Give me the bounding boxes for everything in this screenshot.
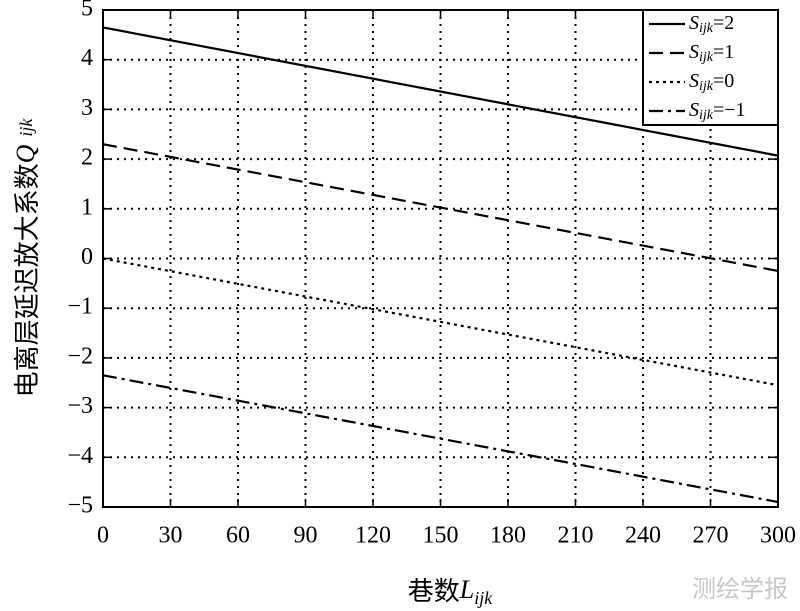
legend-suffix: =0	[713, 70, 734, 92]
x-tick-label: 210	[558, 523, 594, 549]
plot-frame	[102, 9, 779, 508]
y-tick-label: 2	[81, 145, 93, 171]
x-tick-label: 30	[159, 523, 183, 549]
legend-entry: Sijk=0	[689, 70, 734, 95]
legend-symbol: S	[689, 70, 699, 92]
legend-subscript: ijk	[699, 79, 714, 94]
legend-entry: Sijk=1	[689, 41, 734, 66]
legend-entry: Sijk=−1	[689, 99, 746, 124]
y-tick-label: 4	[81, 45, 93, 71]
legend-subscript: ijk	[699, 21, 714, 36]
x-tick-label: 180	[490, 523, 526, 549]
x-tick-label: 0	[97, 523, 109, 549]
x-tick-label: 240	[625, 523, 661, 549]
x-axis-label-text: 巷数	[408, 577, 460, 607]
y-tick-label: 1	[81, 194, 93, 220]
legend-symbol: S	[689, 41, 699, 63]
series-line	[102, 143, 779, 273]
x-axis-label-var: L	[459, 575, 474, 604]
x-tick-label: 150	[423, 523, 459, 549]
y-tick-label: 3	[81, 95, 93, 121]
legend-subscript: ijk	[699, 50, 714, 65]
series-line	[102, 26, 779, 157]
x-tick-label: 60	[226, 523, 250, 549]
y-tick-label: −4	[67, 443, 93, 469]
y-tick-label: −3	[67, 393, 93, 419]
y-tick-label: −5	[67, 493, 93, 519]
y-axis-label-text: 电离层延迟放大系数	[13, 163, 43, 397]
legend-suffix: =−1	[713, 99, 746, 121]
x-axis-label-sub: ijk	[474, 588, 493, 608]
x-tick-label: 300	[760, 523, 796, 549]
x-axis-label: 巷数Lijk	[408, 575, 493, 608]
y-tick-label: −1	[67, 294, 93, 320]
series-line	[102, 374, 779, 504]
y-tick-label: 0	[81, 244, 93, 270]
series-line	[102, 257, 779, 387]
legend-box	[642, 9, 779, 126]
legend-symbol: S	[689, 12, 699, 34]
x-tick-label: 120	[355, 523, 391, 549]
legend-symbol: S	[689, 99, 699, 121]
legend-subscript: ijk	[699, 108, 714, 123]
watermark: 测绘学报	[692, 575, 788, 603]
y-axis-label: 电离层延迟放大系数Qijk	[11, 118, 43, 398]
legend-suffix: =1	[713, 41, 734, 63]
y-tick-label: 5	[81, 0, 93, 22]
y-axis-label-var: Q	[11, 144, 40, 163]
legend-suffix: =2	[713, 12, 734, 34]
y-axis-label-sub: ijk	[16, 118, 36, 137]
x-tick-label: 270	[693, 523, 729, 549]
y-tick-label: −2	[67, 343, 93, 369]
x-tick-label: 90	[294, 523, 318, 549]
legend-entry: Sijk=2	[689, 12, 734, 37]
